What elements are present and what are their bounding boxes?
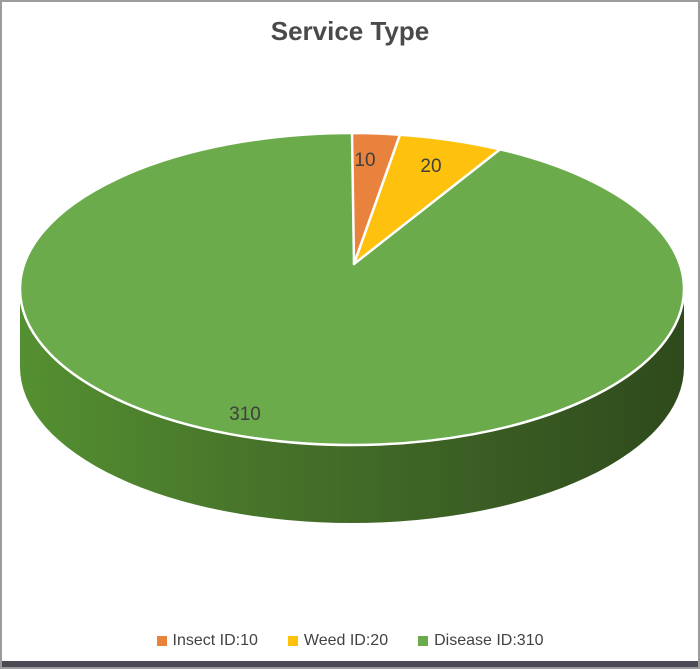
legend-label-weed: Weed ID:20 xyxy=(303,632,389,649)
data-label-disease: 310 xyxy=(229,404,261,425)
legend-item-weed: Weed ID:20 xyxy=(287,632,389,650)
legend-marker-weed-icon xyxy=(287,636,298,646)
chart-legend: Insect ID:10 Weed ID:20 Disease ID:310 xyxy=(2,632,698,650)
legend-label-disease: Disease ID:310 xyxy=(434,632,544,649)
legend-marker-insect-icon xyxy=(156,636,167,646)
window-bottom-bar xyxy=(2,661,698,667)
legend-marker-disease-icon xyxy=(418,636,429,646)
data-label-insect: 10 xyxy=(354,150,375,171)
pie-slice-weed xyxy=(352,133,502,266)
legend-label-insect: Insect ID:10 xyxy=(172,632,258,649)
legend-item-disease: Disease ID:310 xyxy=(418,632,543,650)
data-label-weed: 20 xyxy=(420,156,441,177)
pie-side-wall xyxy=(20,289,684,523)
legend-item-insect: Insect ID:10 xyxy=(156,632,258,650)
chart-title: Service Type xyxy=(270,16,430,46)
